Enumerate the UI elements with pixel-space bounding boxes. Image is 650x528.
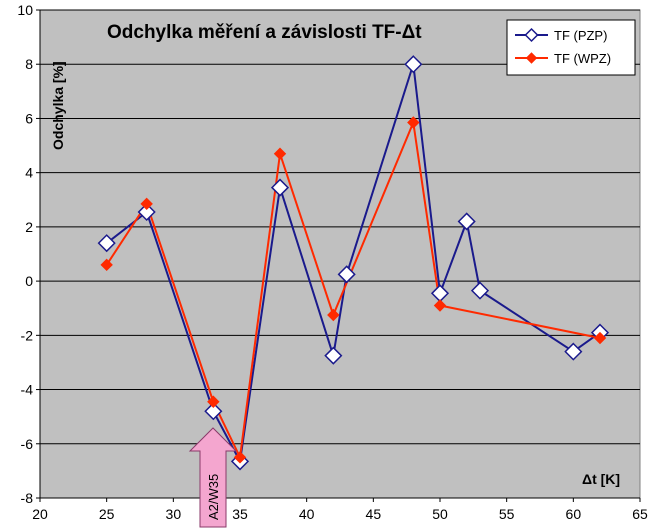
a2w35-label: A2/W35 (206, 474, 221, 520)
xtick-label-55: 55 (499, 506, 515, 522)
point-pzp-5 (324, 346, 343, 365)
ytick-label--4: -4 (21, 382, 34, 398)
chart-title: Odchylka měření a závislosti TF-Δt (107, 22, 422, 43)
legend-label-pzp: TF (PZP) (554, 28, 607, 43)
point-wpz-0 (100, 258, 113, 272)
grid (40, 9, 640, 499)
point-pzp-0 (97, 234, 116, 253)
ytick-label-6: 6 (25, 110, 33, 126)
legend-label-wpz: TF (WPZ) (554, 51, 611, 66)
point-pzp-1 (137, 202, 156, 222)
ytick-label--6: -6 (21, 436, 34, 452)
xtick-label-65: 65 (632, 506, 648, 522)
xtick-label-40: 40 (299, 506, 315, 522)
xtick-label-35: 35 (232, 506, 248, 522)
point-wpz-8 (593, 331, 607, 345)
series-layer (97, 55, 610, 471)
ytick-label--2: -2 (21, 327, 34, 343)
xtick-label-45: 45 (366, 506, 382, 522)
point-wpz-2 (207, 395, 220, 408)
xtick-label-25: 25 (99, 506, 115, 522)
point-wpz-6 (407, 116, 420, 129)
ytick-label-2: 2 (25, 219, 33, 235)
xtick-label-20: 20 (32, 506, 48, 522)
xtick-label-30: 30 (166, 506, 182, 522)
legend: TF (PZP) TF (WPZ) (506, 19, 636, 76)
y-axis-label: Odchylka [%] (50, 61, 66, 150)
point-wpz-5 (327, 308, 340, 322)
tick-labels: -8 -6 -4 -2 0 2 4 6 8 10 20 25 30 35 40 45 50 55 60 65 (17, 2, 648, 522)
point-pzp-10 (470, 281, 490, 300)
legend-marker-pzp (524, 27, 539, 43)
point-wpz-7 (433, 299, 447, 312)
axes (36, 9, 641, 502)
ytick-label-0: 0 (25, 273, 33, 289)
ytick-label-10: 10 (17, 2, 33, 18)
point-wpz-1 (140, 197, 153, 211)
ytick-label-4: 4 (25, 165, 33, 181)
ytick-label--8: -8 (21, 490, 34, 506)
point-pzp-4 (270, 178, 290, 197)
a2w35-arrow-shape (188, 427, 238, 528)
plot-area (39, 9, 641, 499)
xtick-label-60: 60 (566, 506, 582, 522)
point-pzp-6 (337, 265, 356, 284)
point-pzp-7 (404, 55, 423, 74)
legend-marker-wpz (525, 52, 538, 64)
point-pzp-9 (457, 212, 476, 231)
a2w35-arrow-annotation: A2/W35 (188, 427, 238, 528)
point-wpz-4 (273, 147, 287, 160)
point-pzp-2 (204, 402, 223, 421)
point-wpz-3 (233, 451, 247, 464)
ytick-label-8: 8 (25, 56, 33, 72)
x-axis-label: Δt [K] (582, 471, 620, 487)
xtick-label-50: 50 (432, 506, 448, 522)
legend-box (506, 19, 636, 76)
point-pzp-11 (564, 342, 583, 361)
